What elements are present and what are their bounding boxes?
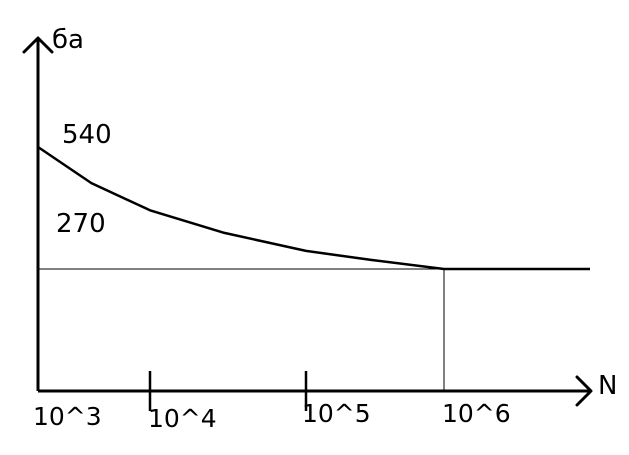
x-axis-arrow: [575, 375, 593, 407]
x-tick-label: 10^4: [148, 404, 217, 433]
y-value-label: 270: [56, 209, 106, 239]
y-axis-label: ба: [52, 25, 84, 55]
y-axis-arrow: [22, 36, 54, 54]
x-tick-label: 10^6: [442, 399, 511, 428]
y-value-label: 540: [62, 120, 112, 150]
fatigue-curve: [37, 145, 590, 271]
x-tick-label: 10^3: [33, 402, 102, 431]
x-tick-label: 10^5: [302, 399, 371, 428]
x-axis-label: N: [598, 371, 617, 401]
